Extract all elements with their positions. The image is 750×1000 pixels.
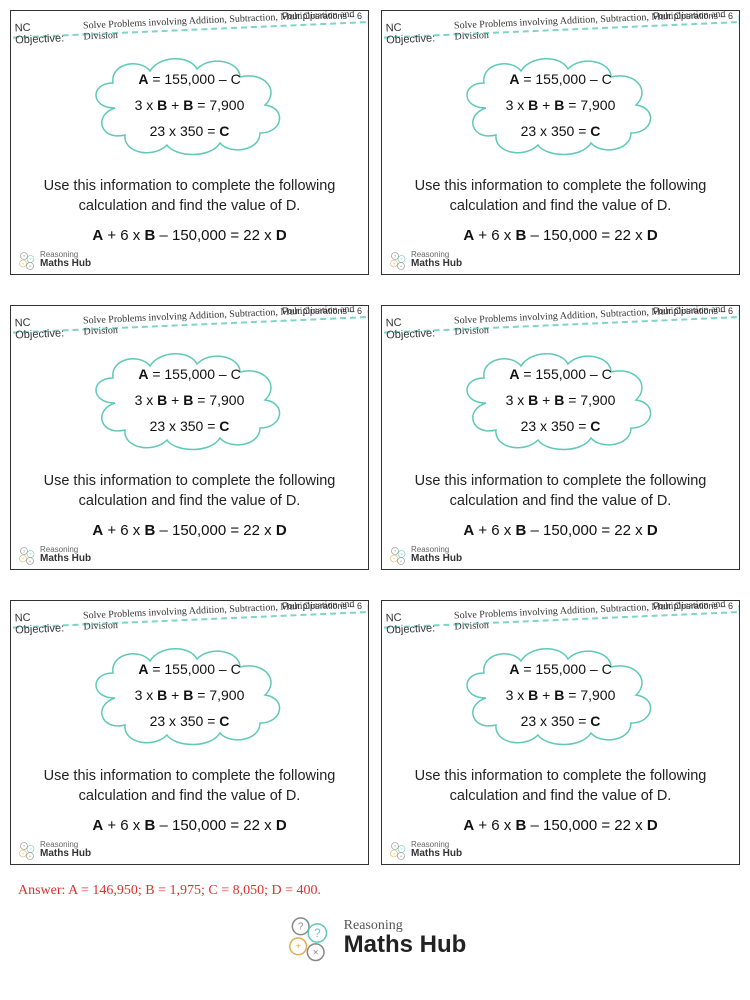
card-logo: ??+×ReasoningMaths Hub <box>388 545 462 565</box>
cloud-equations: A = 155,000 – C 3 x B + B = 7,900 23 x 3… <box>85 67 295 145</box>
prompt-text: Use this information to complete the fol… <box>400 471 721 512</box>
prompt-text: Use this information to complete the fol… <box>29 471 350 512</box>
svg-text:?: ? <box>394 254 397 259</box>
svg-text:×: × <box>400 559 403 564</box>
svg-text:×: × <box>312 948 318 959</box>
card-logo: ??+×ReasoningMaths Hub <box>388 250 462 270</box>
footer-logo: ? ? + × Reasoning Maths Hub <box>10 913 740 963</box>
svg-text:×: × <box>400 854 403 859</box>
svg-text:?: ? <box>29 552 32 557</box>
target-equation: A + 6 x B – 150,000 = 22 x D <box>11 522 368 539</box>
objective-label: NC Objective: <box>14 20 79 47</box>
svg-text:?: ? <box>394 549 397 554</box>
objective-banner: NC Objective:Solve Problems involving Ad… <box>381 10 740 47</box>
svg-text:+: + <box>295 942 301 953</box>
answer-text: Answer: A = 146,950; B = 1,975; C = 8,05… <box>18 883 740 899</box>
target-equation: A + 6 x B – 150,000 = 22 x D <box>382 227 739 244</box>
svg-text:+: + <box>22 851 25 856</box>
svg-text:?: ? <box>400 257 403 262</box>
worksheet-card: Four Operations – 6 NC Objective:Solve P… <box>10 600 369 865</box>
objective-banner: NC Objective:Solve Problems involving Ad… <box>10 600 369 637</box>
target-equation: A + 6 x B – 150,000 = 22 x D <box>382 522 739 539</box>
svg-text:+: + <box>22 261 25 266</box>
svg-text:×: × <box>29 854 32 859</box>
svg-text:×: × <box>29 264 32 269</box>
worksheet-card: Four Operations – 6 NC Objective: Solve … <box>10 10 369 275</box>
card-logo: ??+×ReasoningMaths Hub <box>17 840 91 860</box>
svg-text:?: ? <box>298 922 304 933</box>
svg-text:?: ? <box>394 844 397 849</box>
svg-text:+: + <box>22 556 25 561</box>
objective-banner: NC Objective:Solve Problems involving Ad… <box>10 305 369 342</box>
svg-text:?: ? <box>23 254 26 259</box>
svg-text:?: ? <box>400 847 403 852</box>
cloud-bubble: A = 155,000 – C 3 x B + B = 7,900 23 x 3… <box>85 53 295 161</box>
svg-text:+: + <box>393 851 396 856</box>
worksheet-card: Four Operations – 6 NC Objective:Solve P… <box>381 600 740 865</box>
card-logo: ??+×ReasoningMaths Hub <box>388 840 462 860</box>
card-logo: ??+×ReasoningMaths Hub <box>17 545 91 565</box>
svg-text:×: × <box>29 559 32 564</box>
cloud-bubble: A = 155,000 – C3 x B + B = 7,90023 x 350… <box>456 348 666 456</box>
cloud-bubble: A = 155,000 – C3 x B + B = 7,90023 x 350… <box>85 643 295 751</box>
prompt-text: Use this information to complete the fol… <box>29 176 350 217</box>
objective-banner: NC Objective: Solve Problems involving A… <box>10 10 369 47</box>
objective-banner: NC Objective:Solve Problems involving Ad… <box>381 305 740 342</box>
svg-text:+: + <box>393 261 396 266</box>
target-equation: A + 6 x B – 150,000 = 22 x D <box>11 227 368 244</box>
cloud-bubble: A = 155,000 – C3 x B + B = 7,90023 x 350… <box>85 348 295 456</box>
svg-text:+: + <box>393 556 396 561</box>
objective-text: Solve Problems involving Addition, Subtr… <box>83 10 369 42</box>
cloud-bubble: A = 155,000 – C3 x B + B = 7,90023 x 350… <box>456 643 666 751</box>
target-equation: A + 6 x B – 150,000 = 22 x D <box>11 817 368 834</box>
logo-maths-hub: Maths Hub <box>344 933 467 957</box>
cloud-bubble: A = 155,000 – C3 x B + B = 7,90023 x 350… <box>456 53 666 161</box>
card-grid: Four Operations – 6 NC Objective: Solve … <box>10 10 740 865</box>
card-logo: ? ? + × ReasoningMaths Hub <box>17 250 91 270</box>
svg-text:×: × <box>400 264 403 269</box>
logo-icon: ? ? + × <box>284 913 334 963</box>
svg-text:?: ? <box>29 257 32 262</box>
worksheet-card: Four Operations – 6 NC Objective:Solve P… <box>381 10 740 275</box>
objective-banner: NC Objective:Solve Problems involving Ad… <box>381 600 740 637</box>
svg-text:?: ? <box>314 927 321 940</box>
worksheet-card: Four Operations – 6 NC Objective:Solve P… <box>381 305 740 570</box>
prompt-text: Use this information to complete the fol… <box>400 176 721 217</box>
worksheet-card: Four Operations – 6 NC Objective:Solve P… <box>10 305 369 570</box>
prompt-text: Use this information to complete the fol… <box>400 766 721 807</box>
prompt-text: Use this information to complete the fol… <box>29 766 350 807</box>
logo-icon: ? ? + × <box>17 250 37 270</box>
svg-text:?: ? <box>400 552 403 557</box>
svg-text:?: ? <box>29 847 32 852</box>
target-equation: A + 6 x B – 150,000 = 22 x D <box>382 817 739 834</box>
svg-text:?: ? <box>23 549 26 554</box>
svg-text:?: ? <box>23 844 26 849</box>
